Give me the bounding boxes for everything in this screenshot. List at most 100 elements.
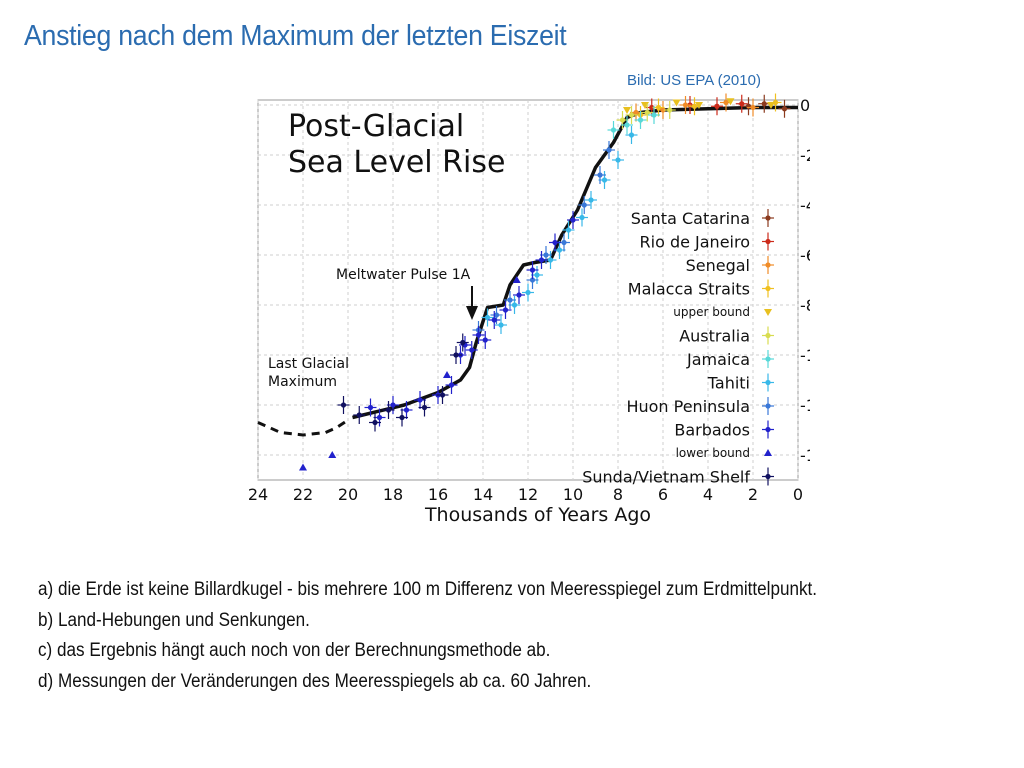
point-dot xyxy=(765,285,771,292)
point-dot xyxy=(723,99,729,106)
y-tick-label: -100 xyxy=(800,346,810,365)
data-point xyxy=(328,451,337,458)
x-tick-label: 16 xyxy=(428,485,448,504)
data-point xyxy=(522,283,534,302)
data-point xyxy=(512,276,521,283)
point-dot xyxy=(491,317,497,323)
legend-marker xyxy=(762,397,774,415)
data-point xyxy=(778,99,791,118)
chart-title-line: Post-Glacial xyxy=(288,109,464,144)
legend-label: Huon Peninsula xyxy=(626,397,750,416)
data-point xyxy=(495,316,507,334)
data-point xyxy=(544,251,557,269)
data-point xyxy=(726,98,735,106)
point-dot xyxy=(588,197,594,203)
data-point xyxy=(625,106,638,124)
y-tick-label: -40 xyxy=(800,196,810,215)
data-point xyxy=(769,93,782,112)
data-point xyxy=(418,398,431,417)
point-dot xyxy=(682,102,689,108)
point-dot xyxy=(606,147,612,153)
legend-marker xyxy=(762,373,774,392)
data-point xyxy=(576,208,588,227)
data-point xyxy=(450,346,462,364)
trend-line-extrapolated xyxy=(257,418,349,437)
point-dot xyxy=(493,312,500,318)
data-point xyxy=(465,341,478,359)
point-dot xyxy=(556,247,563,253)
data-point xyxy=(585,191,597,209)
data-point xyxy=(513,286,525,304)
point-dot xyxy=(651,112,657,118)
point-dot xyxy=(765,238,771,245)
data-point xyxy=(364,398,377,417)
data-point xyxy=(535,251,548,269)
point-dot xyxy=(624,122,630,128)
triangle-down-marker xyxy=(726,98,735,106)
data-point xyxy=(337,396,350,414)
chart-title-line: Sea Level Rise xyxy=(288,145,505,180)
point-dot xyxy=(421,404,428,411)
data-point xyxy=(767,102,775,109)
point-dot xyxy=(772,99,779,106)
point-dot xyxy=(561,239,567,246)
data-point xyxy=(688,97,701,116)
point-dot xyxy=(765,379,771,386)
note-item: a) die Erde ist keine Billardkugel - bis… xyxy=(38,579,818,600)
annotation-meltwater-pulse: Meltwater Pulse 1A xyxy=(336,267,471,283)
legend-marker xyxy=(762,279,774,298)
data-point xyxy=(747,98,759,117)
point-dot xyxy=(610,127,617,133)
point-dot xyxy=(765,426,771,433)
point-dot xyxy=(615,157,621,163)
legend-marker xyxy=(762,209,774,227)
x-tick-label: 2 xyxy=(748,485,758,504)
data-point xyxy=(578,196,591,214)
legend-label: Barbados xyxy=(674,421,750,440)
triangle-up-marker xyxy=(443,371,451,378)
point-dot xyxy=(469,347,475,353)
point-dot xyxy=(761,101,767,107)
point-dot xyxy=(340,402,347,408)
data-point xyxy=(594,166,606,184)
annotation-last-glacial-maximum: Last Glacial xyxy=(268,356,349,372)
data-point xyxy=(299,463,307,471)
point-dot xyxy=(439,392,446,398)
data-point xyxy=(499,301,512,319)
data-point xyxy=(695,102,703,109)
image-credit: Bild: US EPA (2010) xyxy=(627,72,761,89)
notes-list: a) die Erde ist keine Billardkugel - bis… xyxy=(38,575,817,697)
legend-label: Rio de Janeiro xyxy=(640,233,751,252)
data-point xyxy=(625,126,638,144)
point-dot xyxy=(516,292,522,298)
legend-label: Senegal xyxy=(686,256,750,275)
data-point xyxy=(369,413,381,432)
point-dot xyxy=(502,307,509,313)
data-point xyxy=(373,408,386,427)
data-point xyxy=(735,94,748,113)
note-item: c) das Ergebnis hängt auch noch von der … xyxy=(38,640,551,661)
point-dot xyxy=(529,267,536,273)
point-dot xyxy=(691,103,698,109)
point-dot xyxy=(644,109,650,116)
legend-marker xyxy=(762,420,774,439)
point-dot xyxy=(579,214,585,221)
legend-label: Tahiti xyxy=(707,374,750,393)
point-dot xyxy=(765,332,771,339)
point-dot xyxy=(765,473,771,480)
point-dot xyxy=(403,407,410,413)
triangle-down-marker xyxy=(695,102,703,109)
triangle-down-marker xyxy=(764,309,772,316)
y-tick-label: -140 xyxy=(800,446,810,465)
point-dot xyxy=(547,257,554,263)
triangle-up-marker xyxy=(328,451,337,458)
data-point xyxy=(479,331,492,349)
point-dot xyxy=(628,112,635,118)
legend-marker xyxy=(762,326,774,345)
y-tick-label: -120 xyxy=(800,396,810,415)
point-dot xyxy=(376,414,383,421)
data-point xyxy=(445,376,458,394)
data-point xyxy=(549,233,561,252)
point-dot xyxy=(765,215,771,221)
y-tick-label: -80 xyxy=(800,296,810,315)
